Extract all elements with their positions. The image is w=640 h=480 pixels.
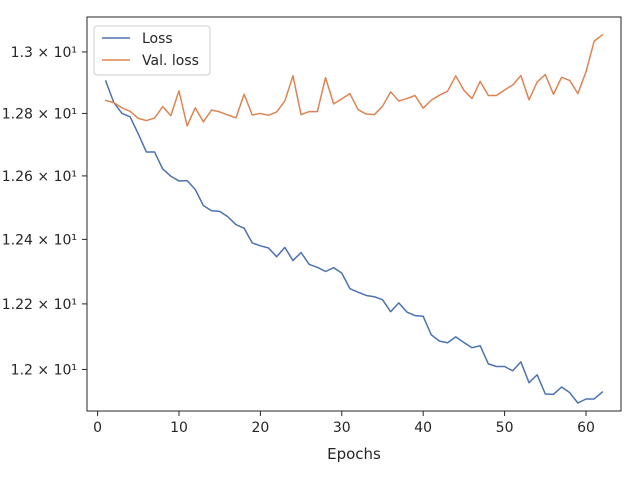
series-line-val-loss <box>104 33 604 127</box>
y-tick-label: 1.3 × 10¹ <box>11 45 77 61</box>
y-tick-label: 1.28 × 10¹ <box>2 106 77 122</box>
x-axis-label: Epochs <box>327 445 381 463</box>
series-line-loss <box>104 80 604 404</box>
x-tick-label: 10 <box>170 420 188 436</box>
y-tick-label: 1.2 × 10¹ <box>11 362 77 378</box>
x-tick-label: 20 <box>251 420 269 436</box>
y-tick-label: 1.22 × 10¹ <box>2 297 77 313</box>
legend-label: Loss <box>142 31 173 47</box>
plot-frame <box>86 16 622 412</box>
x-tick-label: 50 <box>496 420 514 436</box>
y-tick-label: 1.24 × 10¹ <box>2 232 77 248</box>
x-tick-label: 40 <box>414 420 432 436</box>
y-tick-label: 1.26 × 10¹ <box>2 169 77 185</box>
legend-label: Val. loss <box>142 53 199 69</box>
x-tick-label: 30 <box>333 420 351 436</box>
x-tick-label: 60 <box>577 420 595 436</box>
x-tick-label: 0 <box>93 420 102 436</box>
